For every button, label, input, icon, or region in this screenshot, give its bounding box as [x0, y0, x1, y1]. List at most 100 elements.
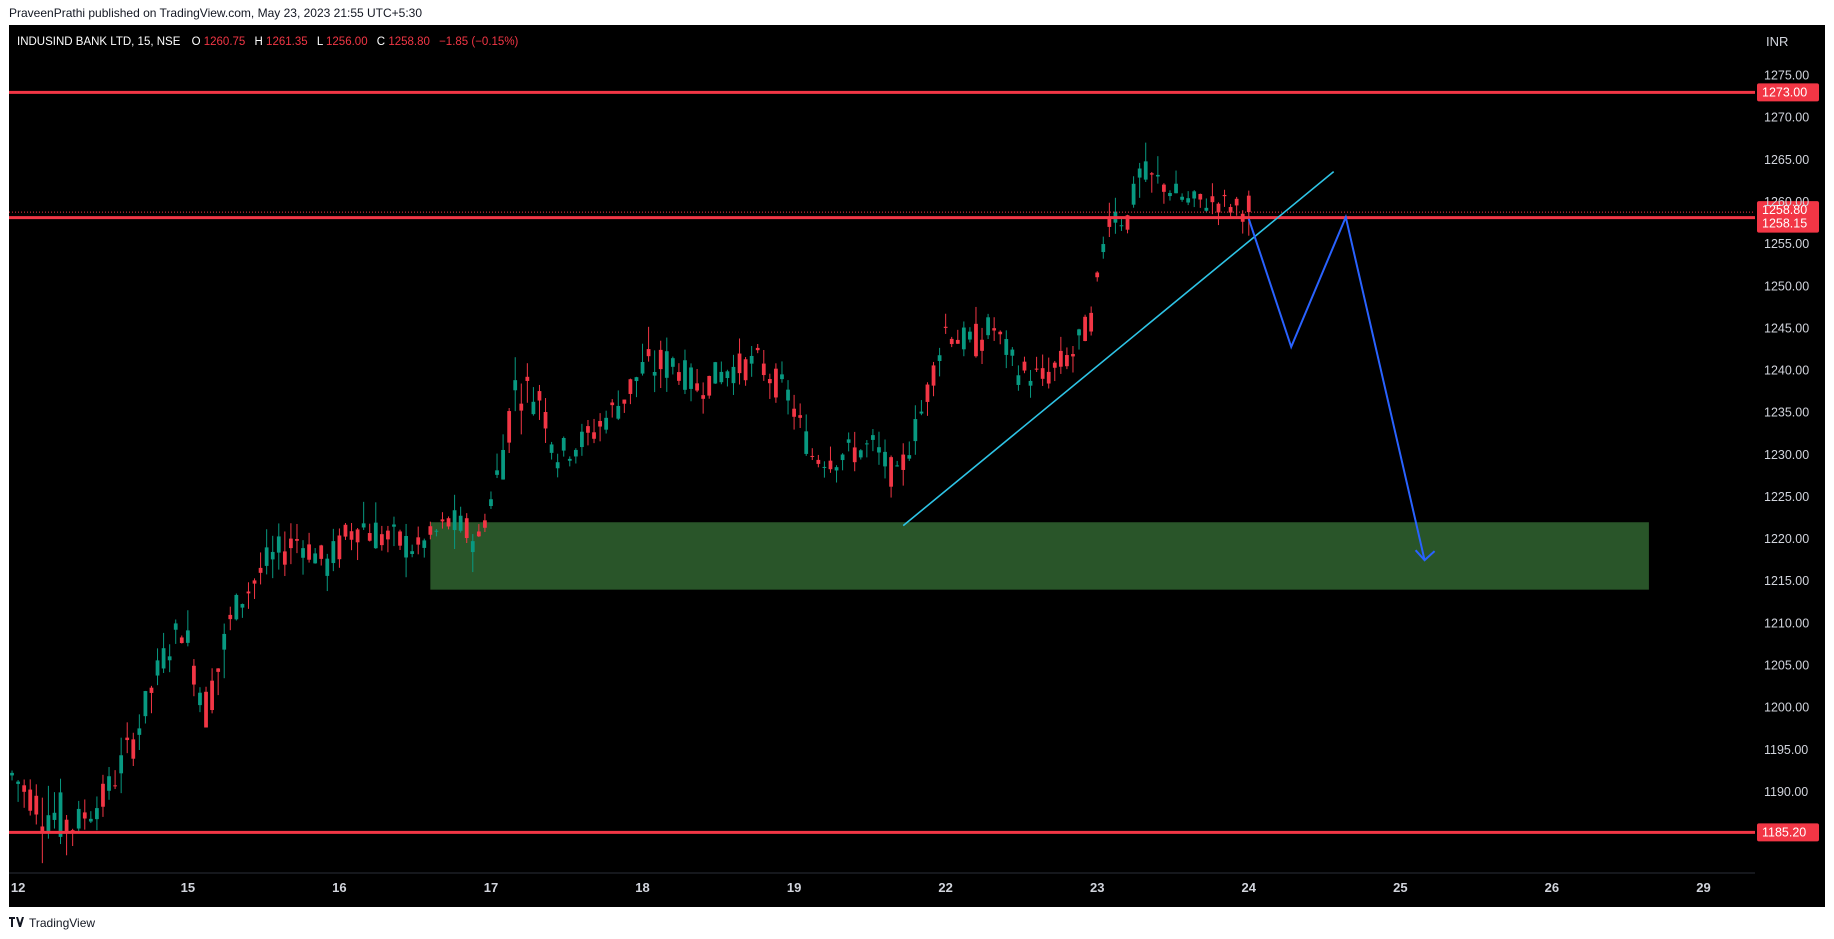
candle-body	[1192, 191, 1197, 199]
candle	[10, 770, 14, 781]
candle	[743, 357, 748, 386]
candle-body	[943, 326, 948, 328]
candle-body	[586, 426, 590, 433]
candle	[907, 441, 912, 461]
candle	[82, 799, 87, 830]
candle-body	[343, 524, 348, 537]
price-tick-label: 1195.00	[1764, 743, 1808, 757]
candle	[1034, 356, 1039, 372]
legend-open-value: 1260.75	[204, 36, 246, 48]
candle-body	[846, 439, 851, 443]
candle-body	[1052, 362, 1057, 368]
level-price-tag	[1757, 83, 1819, 102]
candle-body	[240, 604, 245, 608]
candle-body	[246, 591, 251, 594]
price-tick-label: 1245.00	[1764, 321, 1809, 335]
candle	[234, 593, 239, 621]
candle	[1204, 198, 1209, 213]
candle-body	[173, 623, 178, 630]
candle-body	[1040, 368, 1045, 379]
candle-body	[149, 687, 154, 693]
candle-body	[46, 815, 51, 833]
candle	[107, 767, 111, 800]
candle	[137, 714, 142, 750]
candle	[1192, 190, 1197, 208]
symbol-legend: INDUSIND BANK LTD, 15, NSE O 1260.75 H 1…	[17, 36, 519, 48]
candle-body	[458, 515, 463, 531]
candle-body	[786, 389, 790, 401]
candle-body	[755, 347, 760, 351]
candle	[774, 363, 778, 403]
candle	[452, 494, 457, 549]
candle-body	[386, 530, 390, 540]
candle	[34, 784, 39, 825]
candle	[792, 394, 796, 430]
candle	[913, 405, 918, 455]
drawings	[902, 171, 1436, 562]
candle	[1004, 330, 1009, 369]
candle	[531, 387, 536, 416]
time-tick-label: 12	[11, 880, 25, 895]
candle	[410, 544, 415, 558]
candle	[998, 330, 1003, 345]
candle-body	[349, 531, 354, 540]
candle-body	[761, 363, 766, 376]
time-tick-label: 15	[181, 880, 195, 895]
candle	[325, 553, 330, 592]
candle	[707, 375, 712, 399]
candle-body	[301, 548, 305, 558]
candle	[434, 529, 439, 537]
legend-low-value: 1256.00	[326, 36, 368, 48]
candle	[1095, 271, 1100, 282]
chart-background	[9, 25, 1825, 907]
candle	[1119, 217, 1124, 231]
price-tick-label: 1200.00	[1764, 701, 1809, 715]
candle-body	[895, 465, 900, 467]
candle	[125, 722, 130, 754]
candle	[416, 526, 421, 555]
candle-body	[258, 567, 263, 573]
candle-body	[470, 541, 475, 553]
candle	[592, 418, 596, 444]
candle	[864, 440, 869, 458]
candle	[798, 403, 803, 428]
tradingview-logo[interactable]: TradingView	[9, 916, 95, 930]
legend-low-label: L	[317, 36, 324, 48]
candle	[1022, 356, 1027, 374]
candle	[634, 376, 639, 398]
candle-body	[883, 451, 887, 467]
candle-body	[798, 415, 803, 418]
candle-body	[155, 660, 160, 676]
candle-body	[804, 431, 809, 454]
candle-body	[695, 383, 699, 391]
candle-body	[1210, 196, 1215, 203]
candle-body	[634, 377, 639, 382]
candle	[646, 326, 651, 362]
candle	[1162, 183, 1166, 204]
candle-body	[276, 536, 281, 553]
level-price-label: 1273.00	[1762, 85, 1807, 99]
candle	[731, 354, 736, 395]
candle	[961, 321, 966, 357]
candle-body	[270, 551, 275, 560]
candle-body	[1016, 375, 1021, 385]
candle-body	[289, 538, 293, 549]
candle	[464, 513, 469, 544]
candle	[622, 399, 627, 413]
candle	[16, 779, 20, 802]
price-tick-label: 1260.00	[1764, 195, 1809, 209]
candle	[974, 306, 978, 358]
candle-body	[1071, 354, 1075, 357]
candle	[458, 506, 463, 533]
candle	[640, 343, 645, 376]
candle-body	[925, 384, 930, 402]
candle	[695, 368, 699, 393]
price-tick-label: 1190.00	[1764, 785, 1808, 799]
candle-body	[416, 537, 421, 545]
time-tick-label: 25	[1393, 880, 1407, 895]
candle	[1198, 193, 1203, 208]
candle	[828, 446, 833, 473]
candle	[689, 363, 693, 402]
candle	[1186, 191, 1191, 206]
